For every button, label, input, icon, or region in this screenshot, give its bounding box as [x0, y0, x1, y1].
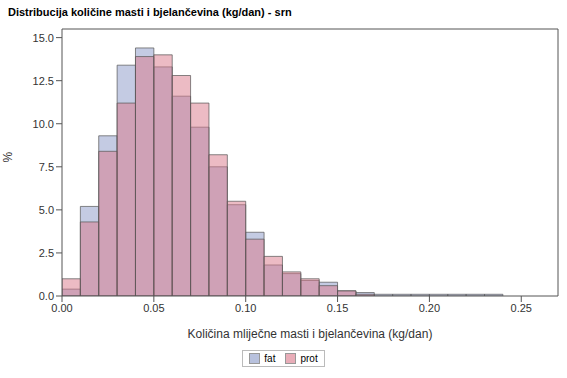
svg-text:12.5: 12.5	[33, 75, 54, 87]
svg-text:0.0: 0.0	[39, 290, 54, 302]
svg-text:0.20: 0.20	[419, 302, 440, 314]
svg-text:7.5: 7.5	[39, 161, 54, 173]
html-text:Distribucija količine masti i: Distribucija količine masti i bjelančevi…	[8, 6, 292, 18]
svg-text:0.10: 0.10	[235, 302, 256, 314]
svg-text:%: %	[8, 152, 15, 163]
svg-text:0.00: 0.00	[51, 302, 72, 314]
svg-text:Količina mliječne masti i bjel: Količina mliječne masti i bjelančevina (…	[188, 327, 433, 341]
html-text:fat: fat	[264, 353, 276, 364]
svg-text:5.0: 5.0	[39, 204, 54, 216]
svg-text:10.0: 10.0	[33, 118, 54, 130]
html-text:prot: prot	[300, 353, 318, 364]
svg-text:2.5: 2.5	[39, 247, 54, 259]
svg-text:0.05: 0.05	[143, 302, 164, 314]
svg-text:0.25: 0.25	[511, 302, 532, 314]
svg-text:15.0: 15.0	[33, 32, 54, 44]
svg-text:0.15: 0.15	[327, 302, 348, 314]
